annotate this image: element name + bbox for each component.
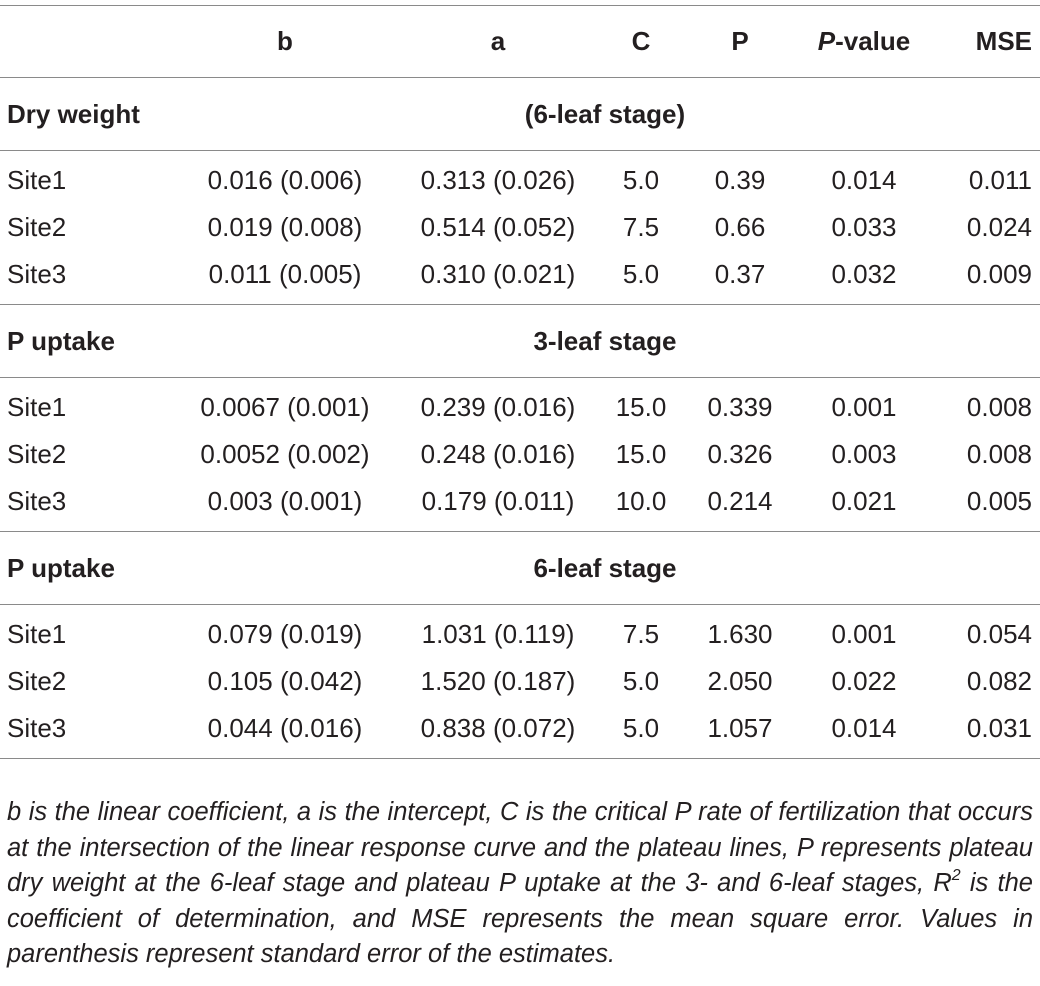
cell-b: 0.003 (0.001) [170, 478, 400, 532]
cell-b: 0.079 (0.019) [207, 619, 363, 649]
cell-p-value: 0.003 [831, 439, 897, 469]
cell-p: 0.39 [714, 165, 766, 195]
cell-p: 0.66 [714, 212, 766, 242]
cell-mse: 0.005 [934, 478, 1040, 532]
cell-c: 15.0 [615, 392, 667, 422]
section-stage: 6-leaf stage [170, 531, 1040, 605]
cell-site: Site3 [0, 705, 170, 759]
regression-results-table: b a C P P-value MSE Dry weight (6-leaf s… [0, 5, 1040, 759]
header-p-value-italic: P [817, 26, 836, 56]
cell-a: 0.179 (0.011) [400, 478, 596, 532]
cell-site: Site2 [7, 439, 67, 469]
cell-c: 15.0 [615, 439, 667, 469]
cell-mse: 0.082 [966, 666, 1032, 696]
cell-c: 5.0 [596, 705, 686, 759]
cell-a: 0.313 (0.026) [420, 165, 576, 195]
cell-p: 1.057 [686, 705, 794, 759]
cell-a: 0.310 (0.021) [400, 251, 596, 305]
section-header-row: P uptake 3-leaf stage [0, 304, 1040, 378]
cell-b: 0.105 (0.042) [207, 666, 363, 696]
section-label: Dry weight [0, 77, 170, 151]
table-row: Site2 0.0052 (0.002) 0.248 (0.016) 15.0 … [0, 431, 1040, 478]
cell-p: 0.339 [707, 392, 773, 422]
cell-site: Site1 [7, 165, 67, 195]
cell-mse: 0.054 [966, 619, 1032, 649]
footnote-text-part2: is the coefficient of determination, and… [7, 869, 1033, 968]
header-p-value: P-value [794, 5, 934, 78]
section-header-row: Dry weight (6-leaf stage) [0, 77, 1040, 151]
cell-p-value: 0.033 [831, 212, 897, 242]
cell-c: 5.0 [622, 165, 660, 195]
cell-p-value: 0.032 [794, 251, 934, 305]
cell-b: 0.011 (0.005) [170, 251, 400, 305]
cell-site: Site3 [0, 251, 170, 305]
section-stage: (6-leaf stage) [170, 77, 1040, 151]
cell-c: 5.0 [596, 251, 686, 305]
header-b: b [170, 5, 400, 78]
cell-p-value: 0.022 [831, 666, 897, 696]
cell-p: 0.326 [707, 439, 773, 469]
cell-b: 0.0067 (0.001) [200, 392, 370, 422]
header-empty [0, 5, 170, 78]
header-p: P [686, 5, 794, 78]
cell-a: 1.031 (0.119) [421, 619, 575, 649]
cell-a: 0.838 (0.072) [400, 705, 596, 759]
footnote-text-part1: b is the linear coefficient, a is the in… [7, 798, 1033, 897]
cell-p: 1.630 [707, 619, 773, 649]
cell-c: 5.0 [622, 666, 660, 696]
table-row: Site3 0.003 (0.001) 0.179 (0.011) 10.0 0… [0, 478, 1040, 532]
cell-mse: 0.009 [934, 251, 1040, 305]
table-footnote: b is the linear coefficient, a is the in… [7, 795, 1033, 973]
cell-mse: 0.024 [966, 212, 1032, 242]
section-stage: 3-leaf stage [170, 304, 1040, 378]
table-row: Site2 0.019 (0.008) 0.514 (0.052) 7.5 0.… [0, 204, 1040, 251]
cell-site: Site2 [7, 666, 67, 696]
cell-site: Site2 [7, 212, 67, 242]
table-row: Site3 0.011 (0.005) 0.310 (0.021) 5.0 0.… [0, 251, 1040, 305]
cell-c: 10.0 [596, 478, 686, 532]
cell-p: 2.050 [707, 666, 773, 696]
cell-p: 0.214 [686, 478, 794, 532]
cell-p-value: 0.021 [794, 478, 934, 532]
cell-mse: 0.031 [934, 705, 1040, 759]
table-row: Site1 0.016 (0.006) 0.313 (0.026) 5.0 0.… [0, 151, 1040, 205]
cell-mse: 0.011 [968, 165, 1032, 195]
section-label: P uptake [0, 531, 170, 605]
cell-b: 0.0052 (0.002) [200, 439, 370, 469]
table-row: Site3 0.044 (0.016) 0.838 (0.072) 5.0 1.… [0, 705, 1040, 759]
header-p-value-rest: -value [835, 26, 911, 56]
footnote-superscript: 2 [951, 866, 961, 884]
cell-site: Site1 [7, 619, 67, 649]
table-row: Site1 0.0067 (0.001) 0.239 (0.016) 15.0 … [0, 378, 1040, 432]
table-row: Site2 0.105 (0.042) 1.520 (0.187) 5.0 2.… [0, 658, 1040, 705]
section-header-row: P uptake 6-leaf stage [0, 531, 1040, 605]
cell-site: Site3 [0, 478, 170, 532]
cell-c: 7.5 [622, 212, 660, 242]
cell-a: 0.248 (0.016) [420, 439, 576, 469]
cell-c: 7.5 [622, 619, 660, 649]
cell-mse: 0.008 [966, 392, 1032, 422]
cell-p-value: 0.001 [831, 619, 897, 649]
header-a: a [400, 5, 596, 78]
cell-a: 1.520 (0.187) [420, 666, 576, 696]
cell-p-value: 0.014 [794, 705, 934, 759]
cell-site: Site1 [7, 392, 67, 422]
cell-b: 0.019 (0.008) [207, 212, 363, 242]
cell-a: 0.239 (0.016) [420, 392, 576, 422]
cell-p: 0.37 [686, 251, 794, 305]
cell-p-value: 0.001 [831, 392, 897, 422]
header-c: C [596, 5, 686, 78]
cell-a: 0.514 (0.052) [420, 212, 576, 242]
cell-b: 0.044 (0.016) [170, 705, 400, 759]
cell-b: 0.016 (0.006) [207, 165, 363, 195]
table-row: Site1 0.079 (0.019) 1.031 (0.119) 7.5 1.… [0, 605, 1040, 659]
header-mse: MSE [934, 5, 1040, 78]
cell-mse: 0.008 [966, 439, 1032, 469]
cell-p-value: 0.014 [831, 165, 897, 195]
table-header-row: b a C P P-value MSE [0, 5, 1040, 78]
section-label: P uptake [0, 304, 170, 378]
